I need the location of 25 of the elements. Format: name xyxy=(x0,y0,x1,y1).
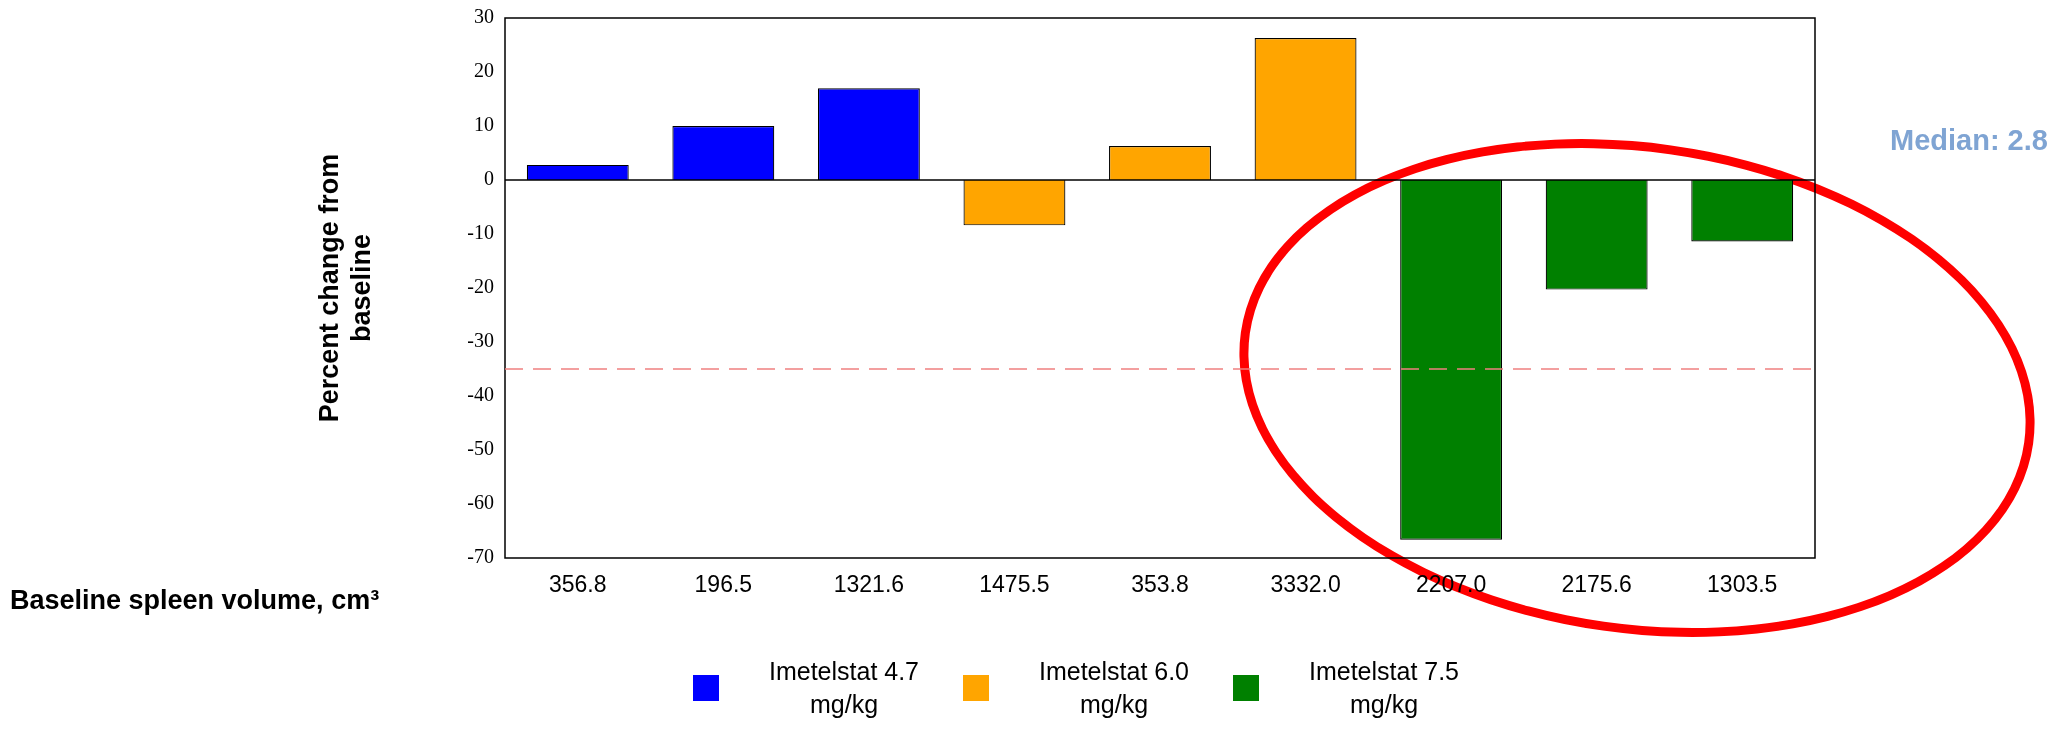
y-axis-title: Percent change from baseline xyxy=(312,152,377,425)
y-tick-label: -70 xyxy=(467,545,494,568)
x-tick-label: 353.8 xyxy=(1131,571,1189,598)
x-tick-label: 1475.5 xyxy=(979,571,1050,598)
y-tick-label: 10 xyxy=(474,113,494,136)
y-tick-label: -40 xyxy=(467,383,494,406)
y-tick-label: 0 xyxy=(484,167,494,190)
legend-label: Imetelstat 4.7 mg/kg xyxy=(767,656,921,720)
x-tick-label: 1321.6 xyxy=(833,571,905,598)
x-tick-label: 2175.6 xyxy=(1561,571,1632,598)
legend-label: Imetelstat 7.5 mg/kg xyxy=(1307,656,1461,720)
y-tick-label: 30 xyxy=(474,5,494,28)
y-tick-label: -20 xyxy=(467,275,494,298)
text: Median: 2.8 xyxy=(1890,124,2048,157)
y-tick-label: -60 xyxy=(467,491,494,514)
y-tick-label: -50 xyxy=(467,437,494,460)
x-axis-title: Baseline spleen volume, cm³ xyxy=(10,585,380,616)
y-tick-label: -10 xyxy=(467,221,494,244)
x-tick-label: 196.5 xyxy=(694,571,753,598)
y-tick-label: 20 xyxy=(474,59,494,82)
legend-label: Imetelstat 6.0 mg/kg xyxy=(1037,656,1191,720)
x-tick-label: 1303.5 xyxy=(1707,571,1778,598)
x-tick-label: 3332.0 xyxy=(1270,571,1341,598)
y-tick-label: -30 xyxy=(467,329,494,352)
x-tick-label: 356.8 xyxy=(549,571,607,598)
